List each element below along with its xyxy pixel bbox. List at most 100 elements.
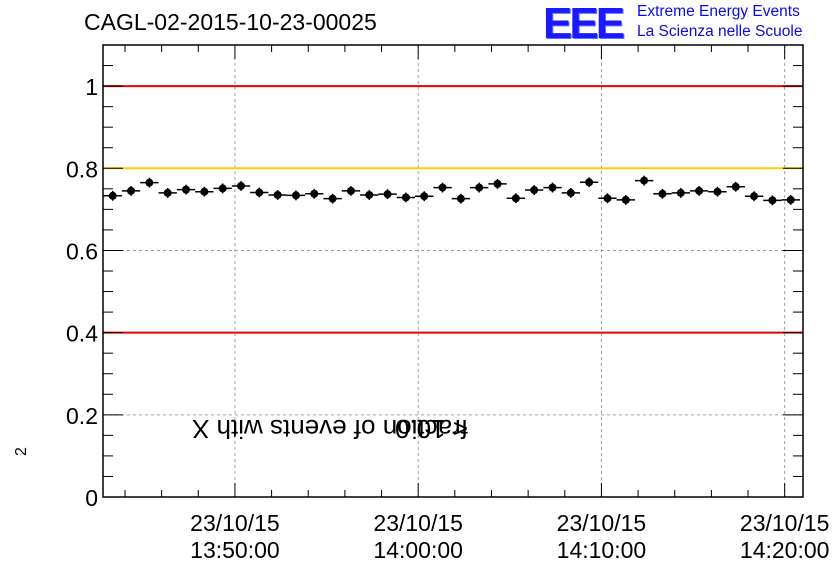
y-tick-label: 0	[85, 485, 98, 511]
y-tick-label: 0.8	[66, 156, 98, 182]
data-point	[470, 182, 489, 193]
data-point	[378, 189, 397, 200]
point-marker	[786, 195, 795, 204]
x-tick-label: 13:50:00	[190, 537, 280, 563]
point-marker	[401, 193, 410, 202]
data-point	[158, 187, 177, 198]
point-marker	[475, 183, 484, 192]
data-point	[579, 177, 599, 188]
x-tick-label: 23/10/15	[557, 510, 647, 536]
data-point	[451, 193, 471, 204]
data-point	[195, 186, 214, 197]
data-point	[781, 194, 800, 205]
point-marker	[456, 194, 465, 203]
axis-ticks	[103, 44, 803, 498]
data-point	[140, 177, 159, 188]
point-marker	[163, 188, 172, 197]
point-marker	[713, 187, 722, 196]
point-marker	[291, 191, 300, 200]
data-point	[525, 185, 544, 195]
x-tick-label: 23/10/15	[740, 510, 830, 536]
data-point	[671, 187, 690, 198]
data-point	[176, 184, 196, 195]
point-marker	[603, 194, 612, 203]
data-point	[121, 185, 141, 196]
point-marker	[493, 179, 502, 188]
data-points	[103, 175, 800, 206]
data-point	[231, 181, 251, 191]
point-marker	[236, 181, 245, 190]
data-point	[213, 183, 232, 194]
point-marker	[548, 183, 557, 192]
point-marker	[200, 187, 209, 196]
data-point	[616, 194, 635, 205]
y-tick-label: 0.4	[66, 321, 98, 347]
point-marker	[658, 189, 667, 198]
point-marker	[182, 185, 191, 194]
point-marker	[310, 189, 319, 198]
data-point	[286, 190, 306, 201]
data-point	[250, 187, 269, 198]
point-marker	[585, 178, 594, 187]
data-point	[341, 185, 361, 196]
y-tick-label: 0.2	[66, 403, 98, 429]
point-marker	[255, 188, 264, 197]
point-marker	[511, 194, 520, 203]
data-point	[653, 188, 672, 199]
data-point	[268, 190, 287, 200]
eee-logo-mark: EEE	[543, 0, 625, 48]
point-marker	[731, 182, 740, 191]
x-tick-label: 14:20:00	[740, 537, 830, 563]
x-tick-label: 23/10/15	[373, 510, 463, 536]
point-marker	[328, 194, 337, 203]
logo-line-2: La Scienza nelle Scuole	[637, 23, 803, 40]
data-point	[543, 182, 562, 193]
data-point	[103, 190, 122, 201]
data-point	[396, 192, 416, 203]
data-point	[305, 188, 324, 199]
point-marker	[621, 195, 630, 204]
data-point	[689, 185, 709, 196]
point-marker	[127, 186, 136, 195]
x-tick-label: 23/10/15	[190, 510, 280, 536]
point-marker	[346, 186, 355, 195]
tick-labels: 00.20.40.60.8123/10/1513:50:0023/10/1514…	[66, 74, 829, 563]
data-point	[744, 191, 764, 202]
y-axis-label-sup: 2	[13, 447, 30, 456]
x-tick-label: 14:00:00	[373, 537, 463, 563]
point-marker	[218, 184, 227, 193]
data-point	[726, 181, 745, 192]
point-marker	[420, 192, 429, 201]
y-tick-label: 1	[85, 74, 98, 100]
point-marker	[750, 192, 759, 201]
data-point	[323, 193, 342, 204]
data-point	[488, 178, 507, 189]
chart-title: CAGL-02-2015-10-23-00025	[84, 9, 377, 35]
data-point	[433, 182, 452, 193]
point-marker	[676, 188, 685, 197]
data-point	[506, 193, 526, 204]
point-marker	[695, 186, 704, 195]
point-marker	[273, 190, 282, 199]
point-marker	[108, 191, 117, 200]
x-tick-label: 14:10:00	[557, 537, 647, 563]
data-point	[763, 195, 782, 206]
point-marker	[383, 190, 392, 199]
point-marker	[566, 188, 575, 197]
y-axis-label-suffix: < 10.0	[394, 414, 468, 444]
data-point	[415, 191, 434, 202]
point-marker	[530, 186, 539, 195]
y-tick-label: 0.6	[66, 238, 98, 264]
point-marker	[145, 178, 154, 187]
data-point	[598, 193, 617, 204]
data-point	[360, 190, 379, 200]
point-marker	[640, 176, 649, 185]
data-point	[634, 175, 654, 186]
data-point	[708, 186, 727, 197]
point-marker	[365, 190, 374, 199]
reference-lines	[103, 85, 803, 334]
data-point	[561, 187, 580, 198]
point-marker	[768, 196, 777, 205]
point-marker	[438, 183, 447, 192]
